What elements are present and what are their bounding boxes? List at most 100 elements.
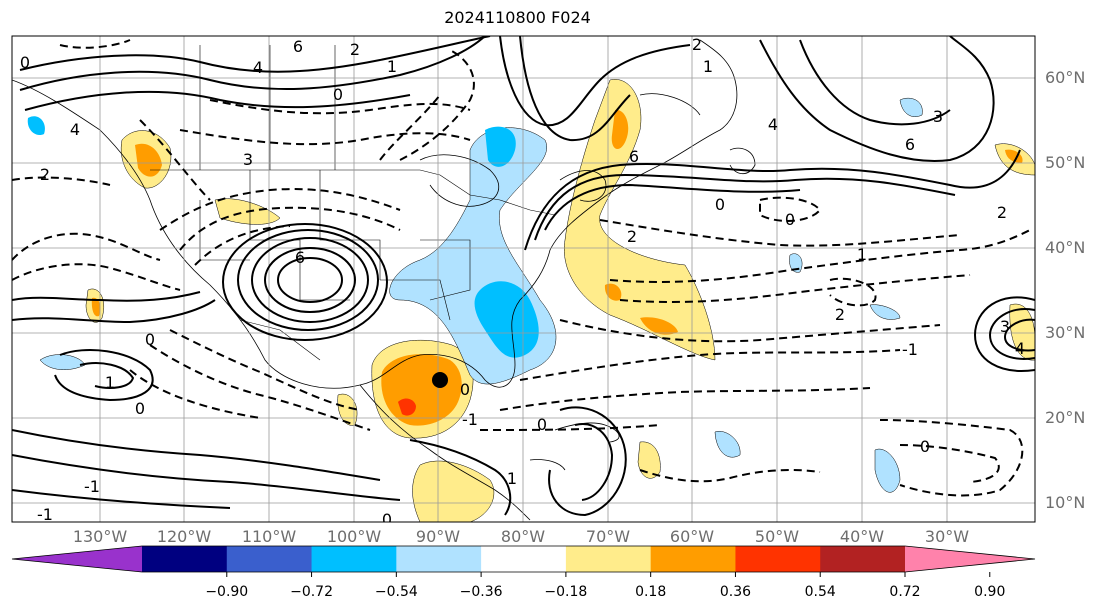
high-ring-3	[251, 237, 369, 323]
lat-label: 60°N	[1045, 68, 1086, 87]
colorbar-segment	[226, 546, 313, 572]
clabel: 2	[40, 165, 50, 184]
clabel: 0	[715, 195, 725, 214]
colorbar-tick-label: −0.36	[459, 584, 503, 600]
lon-label: 60°W	[669, 527, 715, 546]
high-ring-2	[264, 247, 356, 313]
lon-label: 30°W	[924, 527, 970, 546]
shade-atl-yellow	[563, 79, 716, 361]
shade-lb-pac	[39, 354, 86, 370]
high-ring-4	[237, 229, 379, 331]
shade-ne-blue	[485, 126, 516, 167]
clabel: -1	[37, 505, 53, 524]
clabel: 1	[507, 469, 517, 488]
lon-label: 80°W	[500, 527, 546, 546]
storm-center-dot	[432, 372, 448, 388]
colorbar-segment	[142, 546, 228, 572]
solid-contours	[12, 36, 1035, 517]
clabel: 3	[933, 107, 943, 126]
shade-mx-yellow	[337, 393, 358, 426]
shade-atl-orange	[611, 109, 629, 150]
clabel: 6	[295, 248, 305, 267]
lat-label: 50°N	[1045, 153, 1086, 172]
shade-lb-atl2	[714, 430, 741, 458]
colorbar-segment	[820, 546, 906, 572]
clabel: 6	[293, 37, 303, 56]
colorbar-tick-label: 0.18	[635, 584, 667, 600]
clabel: -1	[902, 340, 918, 359]
shade-blue-ak	[27, 116, 45, 136]
clabel: 0	[920, 437, 930, 456]
lat-label: 20°N	[1045, 408, 1086, 427]
clabel: 2	[350, 40, 360, 59]
shade-lb-atl1	[874, 448, 901, 493]
clabel: 4	[70, 120, 80, 139]
clabel: 6	[629, 147, 639, 166]
lon-label: 70°W	[585, 527, 631, 546]
colorbar-tick-label: 0.54	[804, 584, 836, 600]
lon-label: 130°W	[72, 527, 128, 546]
shade-atl-orange-2	[640, 317, 678, 335]
lon-label: 50°W	[754, 527, 800, 546]
high-ring-1	[277, 257, 343, 303]
shade-lb-atl5	[789, 253, 803, 273]
colorbar-segment	[565, 546, 652, 572]
clabel: 0	[20, 53, 30, 72]
clabel: 1	[857, 245, 867, 264]
lon-label: 90°W	[415, 527, 461, 546]
lon-label: 100°W	[326, 527, 382, 546]
clabel: 0	[785, 210, 795, 229]
lat-label: 10°N	[1045, 493, 1086, 512]
clabel: 2	[692, 35, 702, 54]
shade-lb-atl4	[899, 97, 923, 117]
lon-label: 120°W	[156, 527, 212, 546]
clabel: 4	[1015, 339, 1025, 358]
colorbar-tick-label: 0.72	[889, 584, 921, 600]
colorbar-extend-low	[12, 546, 142, 572]
colorbar-tick-label: −0.54	[374, 584, 418, 600]
shade-lb-atl3	[869, 304, 901, 320]
colorbar-segment	[481, 546, 567, 572]
colorbar	[11, 545, 1036, 577]
map-frame	[11, 35, 1036, 523]
clabel: 0	[382, 510, 392, 529]
lon-label: 40°W	[839, 527, 885, 546]
colorbar-segment	[311, 546, 397, 572]
colorbar-tick-label: −0.90	[205, 584, 249, 600]
map-title: 2024110800 F024	[444, 8, 591, 27]
clabel: 6	[905, 135, 915, 154]
colorbar-tick-label: −0.72	[290, 584, 333, 600]
clabel: 1	[703, 57, 713, 76]
shade-gulf-red	[398, 398, 416, 416]
colorbar-extend-high	[905, 546, 1035, 572]
colorbar-tick-label: 0.90	[974, 584, 1006, 600]
clabel: 2	[835, 305, 845, 324]
colorbar-tick-label: −0.18	[544, 584, 588, 600]
shade-atl-east-yellow	[1009, 303, 1035, 361]
clabel: 0	[333, 85, 343, 104]
shade-ca-yellow	[412, 460, 495, 522]
colorbar-segment	[396, 546, 482, 572]
clabel: -1	[462, 410, 478, 429]
clabel: 0	[537, 415, 547, 434]
clabel: 4	[253, 58, 263, 77]
high-ring-5	[222, 223, 388, 341]
lon-label: 110°W	[241, 527, 297, 546]
colorbar-tick-label: 0.36	[719, 584, 752, 600]
clabel: -1	[84, 477, 100, 496]
clabel: 2	[627, 227, 637, 246]
clabel: 0	[460, 380, 470, 399]
clabel: 0	[135, 399, 145, 418]
contour-labels: 6 4 6 2 0 4 3 6 2 1 2 0 -1 1 0 -1 0 -1 0…	[20, 35, 1025, 529]
clabel: 3	[243, 150, 253, 169]
shade-sw-orange	[91, 297, 101, 317]
clabel: 3	[1000, 317, 1010, 336]
colorbar-segment	[650, 546, 736, 572]
shade-wc-orange	[135, 143, 162, 177]
dashed-contours	[12, 39, 1031, 497]
clabel: 0	[145, 330, 155, 349]
clabel: 1	[387, 57, 397, 76]
clabel: 2	[997, 203, 1007, 222]
lat-label: 30°N	[1045, 323, 1086, 342]
